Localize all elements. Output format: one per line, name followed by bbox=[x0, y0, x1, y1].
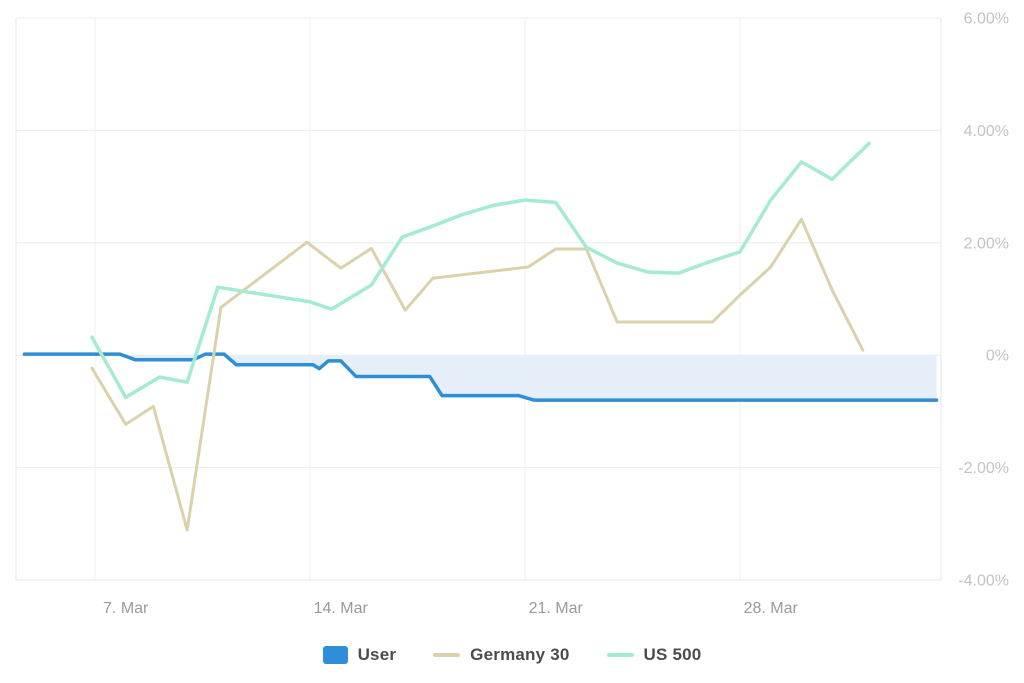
y-axis-label: -4.00% bbox=[958, 573, 1009, 590]
y-axis-label: 2.00% bbox=[964, 235, 1009, 252]
x-axis-label: 14. Mar bbox=[314, 600, 369, 617]
legend-marker-user bbox=[322, 646, 348, 664]
y-axis-label: 4.00% bbox=[964, 123, 1009, 140]
legend-label-user: User bbox=[357, 645, 397, 664]
x-axis-label: 21. Mar bbox=[529, 600, 584, 617]
germany-30-series-line bbox=[90, 217, 865, 532]
us-500-series-line bbox=[90, 141, 871, 400]
user-series-line bbox=[22, 352, 939, 402]
legend-item-germany-30[interactable]: Germany 30 bbox=[433, 645, 569, 665]
legend: User Germany 30 US 500 bbox=[0, 640, 1024, 670]
legend-label-us-500: US 500 bbox=[643, 645, 702, 664]
y-axis-label: 0% bbox=[986, 348, 1009, 365]
x-axis-label: 7. Mar bbox=[103, 600, 149, 617]
legend-label-germany-30: Germany 30 bbox=[470, 645, 570, 664]
legend-marker-us-500 bbox=[606, 653, 634, 657]
y-axis-label: -2.00% bbox=[958, 460, 1009, 477]
legend-marker-germany-30 bbox=[433, 653, 461, 657]
user-series-area-fill bbox=[24, 355, 937, 401]
legend-item-user[interactable]: User bbox=[322, 645, 397, 665]
x-axis-label: 28. Mar bbox=[744, 600, 799, 617]
y-axis-label: 6.00% bbox=[964, 11, 1009, 28]
legend-item-us-500[interactable]: US 500 bbox=[606, 645, 702, 665]
